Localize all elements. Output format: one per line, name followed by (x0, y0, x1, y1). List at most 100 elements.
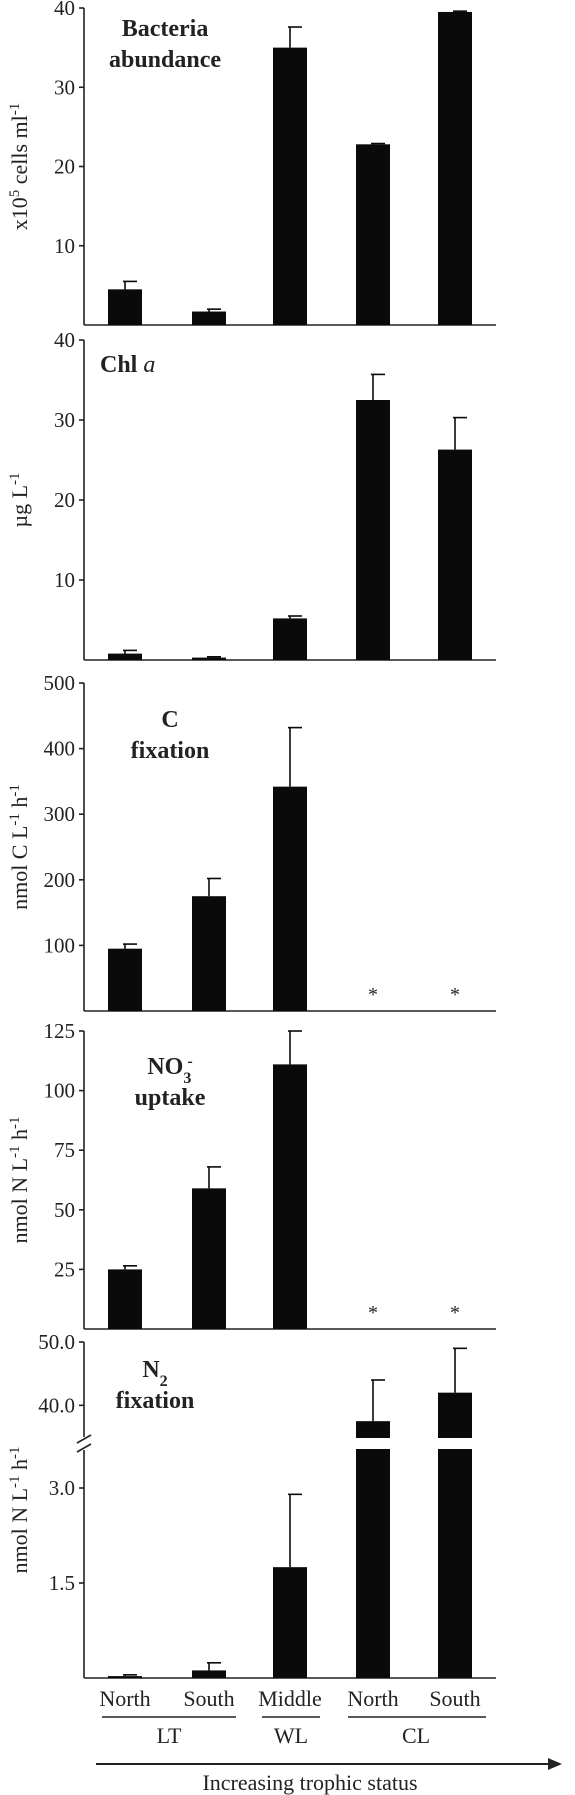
group-label: LT (157, 1723, 182, 1748)
chart-title: N2 (142, 1357, 167, 1390)
y-tick-label: 10 (54, 234, 75, 258)
chart-title-base: N (142, 1357, 160, 1383)
y-tick-label: 500 (44, 671, 76, 695)
chart-title-line: Bacteria (122, 16, 209, 42)
chart-title-base: NO (147, 1054, 183, 1080)
bar (192, 896, 226, 1011)
y-axis-label-text: h (7, 797, 32, 814)
y-axis-label-text: nmol N L (7, 1488, 32, 1574)
bar (108, 289, 142, 325)
y-tick-label: 30 (54, 408, 75, 432)
bar (356, 1421, 390, 1678)
x-category-label: South (183, 1686, 234, 1711)
missing-data-marker: * (368, 984, 378, 1006)
bar (108, 1269, 142, 1329)
bar (192, 657, 226, 660)
y-tick-label: 40.0 (38, 1393, 75, 1417)
bar-break-gap (437, 1438, 473, 1449)
y-axis-label: x105 cells ml-1 (7, 103, 32, 231)
y-axis-label-sup: -1 (7, 1446, 23, 1459)
chart-title-italic: a (143, 352, 155, 378)
bar (192, 1188, 226, 1329)
y-axis-label-text: µg L (7, 485, 32, 528)
y-axis-label-sup: -1 (7, 1475, 23, 1488)
missing-data-marker: * (450, 984, 460, 1006)
bar (438, 449, 472, 660)
bar-break-gap (355, 1438, 391, 1449)
x-axis-title: Increasing trophic status (202, 1770, 417, 1795)
y-tick-label: 50.0 (38, 1330, 75, 1354)
panel-1: 10 20 30 40 x105 cells ml-1 Bacteria abundance (7, 0, 496, 326)
bar (108, 653, 142, 660)
y-tick-label: 3.0 (49, 1476, 75, 1500)
y-axis-label-sup: -1 (7, 1116, 23, 1129)
bar (192, 311, 226, 325)
chart-title-sup: - (187, 1053, 192, 1070)
bar (438, 1392, 472, 1678)
bar (273, 1064, 307, 1329)
y-tick-label: 20 (54, 155, 75, 179)
y-axis-label-text: h (7, 1129, 32, 1146)
bar (108, 948, 142, 1011)
missing-data-marker: * (368, 1302, 378, 1324)
chart-title-line2: fixation (116, 1388, 195, 1414)
bar (356, 400, 390, 660)
bar (273, 786, 307, 1011)
y-axis-label-text: nmol N L (7, 1158, 32, 1244)
y-axis-label-sup: 5 (7, 190, 23, 198)
axis-break-mark (76, 1434, 92, 1444)
y-tick-label: 50 (54, 1198, 75, 1222)
y-tick-label: 40 (54, 328, 75, 352)
chart-title: Chl a (100, 352, 155, 378)
panel-2: 10 20 30 40 µg L-1 Chl a (7, 328, 496, 661)
y-axis-label: nmol N L-1 h-1 (7, 1446, 32, 1573)
group-label: WL (274, 1723, 308, 1748)
y-axis-label-sup: -1 (7, 813, 23, 826)
y-axis-label-sup: -1 (7, 472, 23, 485)
chart-title: NO3- (147, 1053, 192, 1087)
bar (108, 1676, 142, 1678)
x-category-label: North (99, 1686, 150, 1711)
chart-title-sub: 3 (183, 1070, 191, 1087)
y-tick-label: 100 (44, 1079, 76, 1103)
y-tick-label: 200 (44, 868, 76, 892)
axis-break-mark (76, 1443, 92, 1453)
x-category-label: South (429, 1686, 480, 1711)
bar (438, 11, 472, 326)
y-axis-label: µg L-1 (7, 472, 32, 527)
chart-title-line: fixation (131, 738, 210, 764)
bar (273, 1567, 307, 1678)
y-axis-label: nmol C L-1 h-1 (7, 784, 32, 910)
x-category-label: Middle (258, 1686, 322, 1711)
group-label: CL (402, 1723, 430, 1748)
bar (356, 144, 390, 325)
y-tick-label: 25 (54, 1257, 75, 1281)
chart-title-line2: uptake (135, 1085, 206, 1111)
bar (273, 618, 307, 660)
y-axis-label-text: h (7, 1459, 32, 1476)
chart-title-line: abundance (109, 47, 221, 73)
y-tick-label: 75 (54, 1138, 75, 1162)
x-category-label: North (347, 1686, 398, 1711)
y-axis-label-text: x10 (7, 197, 32, 230)
missing-data-marker: * (450, 1302, 460, 1324)
chart-title-sub: 2 (160, 1373, 168, 1390)
y-axis-label-sup: -1 (7, 784, 23, 797)
y-tick-label: 20 (54, 488, 75, 512)
y-axis-label-sup: -1 (7, 1145, 23, 1158)
y-tick-label: 400 (44, 737, 76, 761)
y-tick-label: 40 (54, 0, 75, 20)
y-tick-label: 1.5 (49, 1571, 75, 1595)
y-tick-label: 300 (44, 802, 76, 826)
y-axis-label: nmol N L-1 h-1 (7, 1116, 32, 1243)
bar (273, 47, 307, 325)
y-axis-label-text: cells ml (7, 115, 32, 190)
y-tick-label: 125 (44, 1019, 76, 1043)
y-tick-label: 10 (54, 568, 75, 592)
chart-title-bold: Chl (100, 352, 143, 378)
y-tick-label: 100 (44, 933, 76, 957)
